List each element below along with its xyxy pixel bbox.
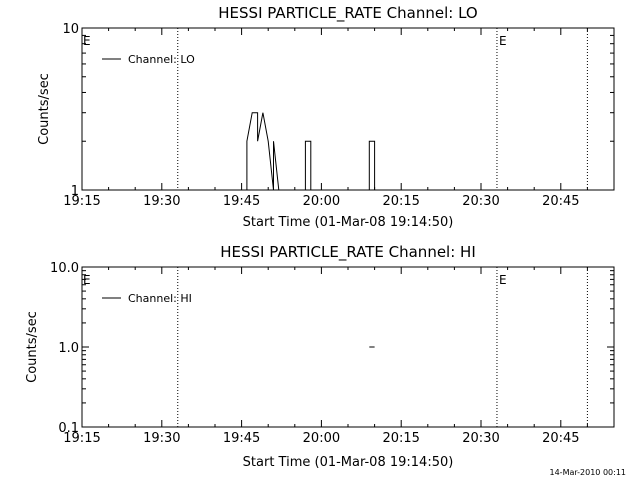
plot-frame (81, 266, 615, 428)
legend-label: Channel: LO (128, 53, 195, 66)
x-tick-label: 20:45 (542, 194, 579, 209)
x-tick-label: 20:15 (382, 194, 419, 209)
flag-marker-label: E (499, 34, 507, 48)
chart-title: HESSI PARTICLE_RATE Channel: LO (218, 4, 477, 23)
footer-timestamp: 14-Mar-2010 00:11 (550, 468, 627, 477)
start-flag-label: E (83, 34, 91, 48)
y-tick-label: 1.0 (58, 341, 79, 356)
y-axis-label: Counts/sec (25, 311, 40, 383)
flag-marker-label: E (499, 273, 507, 287)
x-tick-label: 19:30 (143, 194, 180, 209)
x-tick-label: 20:30 (462, 431, 499, 446)
x-tick-label: 19:45 (223, 431, 260, 446)
legend-label: Channel: HI (128, 292, 192, 305)
y-axis-label: Counts/sec (37, 73, 52, 145)
y-tick-label: 0.1 (58, 421, 79, 436)
x-axis-label: Start Time (01-Mar-08 19:14:50) (243, 215, 454, 230)
series-line (82, 112, 376, 191)
y-tick-label: 1 (71, 184, 79, 199)
x-tick-label: 20:15 (382, 431, 419, 446)
start-flag-label: E (83, 273, 91, 287)
x-tick-label: 19:15 (63, 194, 100, 209)
x-tick-label: 19:45 (223, 194, 260, 209)
y-tick-label: 10.0 (50, 261, 79, 276)
chart-panel-hi: HESSI PARTICLE_RATE Channel: HI 19:15 19:3… (25, 243, 615, 470)
x-tick-label: 20:45 (542, 431, 579, 446)
x-tick-label: 20:00 (303, 431, 340, 446)
x-axis-label: Start Time (01-Mar-08 19:14:50) (243, 455, 454, 470)
y-tick-label: 10 (62, 22, 79, 37)
x-tick-label: 19:30 (143, 431, 180, 446)
chart-title: HESSI PARTICLE_RATE Channel: HI (220, 243, 476, 262)
x-tick-label: 20:30 (462, 194, 499, 209)
x-tick-label: 20:00 (303, 194, 340, 209)
chart-panel-lo: HESSI PARTICLE_RATE Channel: LO 19:15 19:3… (37, 4, 615, 230)
x-tick-label: 19:15 (63, 431, 100, 446)
